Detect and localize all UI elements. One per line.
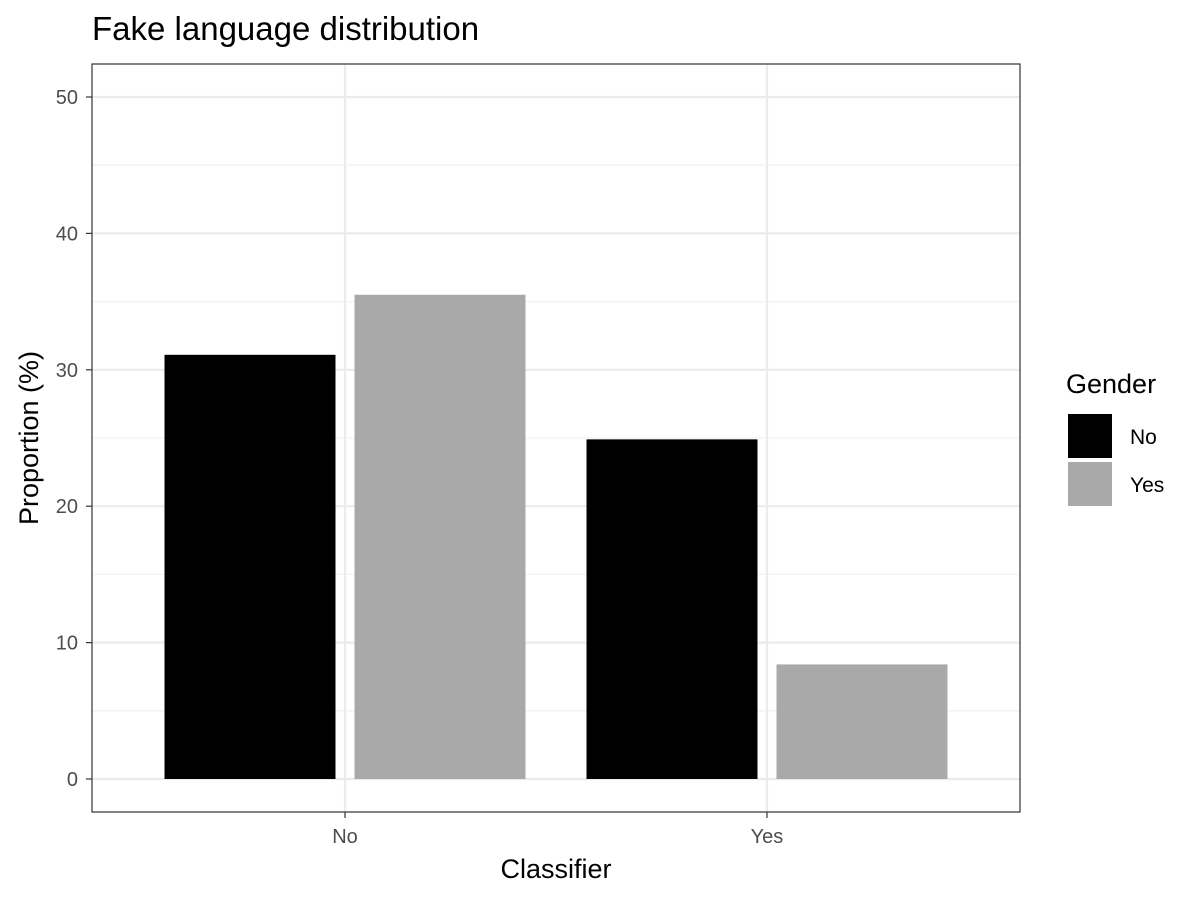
legend-label: Yes	[1130, 474, 1164, 497]
legend-key	[1068, 462, 1112, 506]
y-tick-label: 30	[56, 360, 78, 382]
y-tick-label: 20	[56, 496, 78, 518]
y-tick-label: 0	[67, 769, 78, 791]
x-axis-title: Classifier	[500, 854, 611, 884]
y-axis-title: Proportion (%)	[14, 351, 44, 525]
y-tick-label: 10	[56, 633, 78, 655]
y-axis: 0 10 20 30 40 50	[56, 87, 92, 791]
legend-title: Gender	[1066, 369, 1156, 399]
legend: Gender No Yes	[1066, 369, 1164, 506]
bar	[586, 439, 758, 779]
legend-key	[1068, 414, 1112, 458]
legend-label: No	[1130, 426, 1157, 449]
y-tick-label: 40	[56, 223, 78, 245]
x-axis: No Yes	[332, 812, 783, 848]
y-tick-label: 50	[56, 87, 78, 109]
bar	[776, 664, 948, 779]
bar	[354, 294, 526, 779]
x-tick-label: Yes	[751, 826, 784, 848]
x-tick-label: No	[332, 826, 358, 848]
plot-panel-border	[91, 63, 1021, 813]
bar	[164, 354, 336, 779]
chart-title: Fake language distribution	[92, 10, 479, 47]
bars	[164, 294, 948, 779]
